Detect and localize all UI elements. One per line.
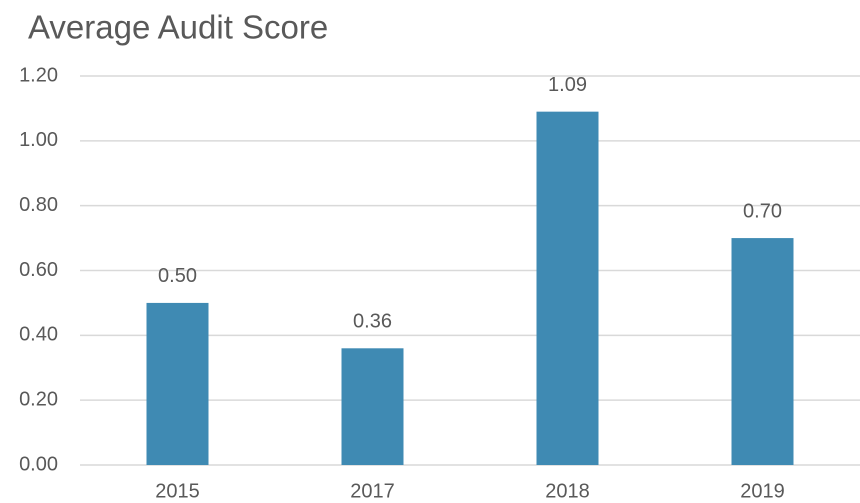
x-tick-label: 2018 xyxy=(545,480,590,502)
y-tick-label: 0.60 xyxy=(19,259,58,281)
data-label: 0.70 xyxy=(743,200,782,222)
data-label: 0.36 xyxy=(353,311,392,333)
y-tick-label: 0.20 xyxy=(19,388,58,410)
y-tick-label: 1.00 xyxy=(19,129,58,151)
x-tick-label: 2017 xyxy=(350,480,395,502)
y-tick-label: 0.80 xyxy=(19,194,58,216)
data-label: 0.50 xyxy=(158,265,197,287)
x-tick-label: 2019 xyxy=(740,480,785,502)
bar xyxy=(731,238,794,465)
y-tick-label: 0.00 xyxy=(19,453,58,475)
bar xyxy=(341,348,404,465)
data-label: 1.09 xyxy=(548,74,587,96)
y-tick-label: 0.40 xyxy=(19,324,58,346)
x-tick-label: 2015 xyxy=(155,480,200,502)
y-tick-label: 1.20 xyxy=(19,64,58,86)
chart-title: Average Audit Score xyxy=(28,9,328,46)
bar xyxy=(536,111,599,466)
bar xyxy=(146,302,209,465)
